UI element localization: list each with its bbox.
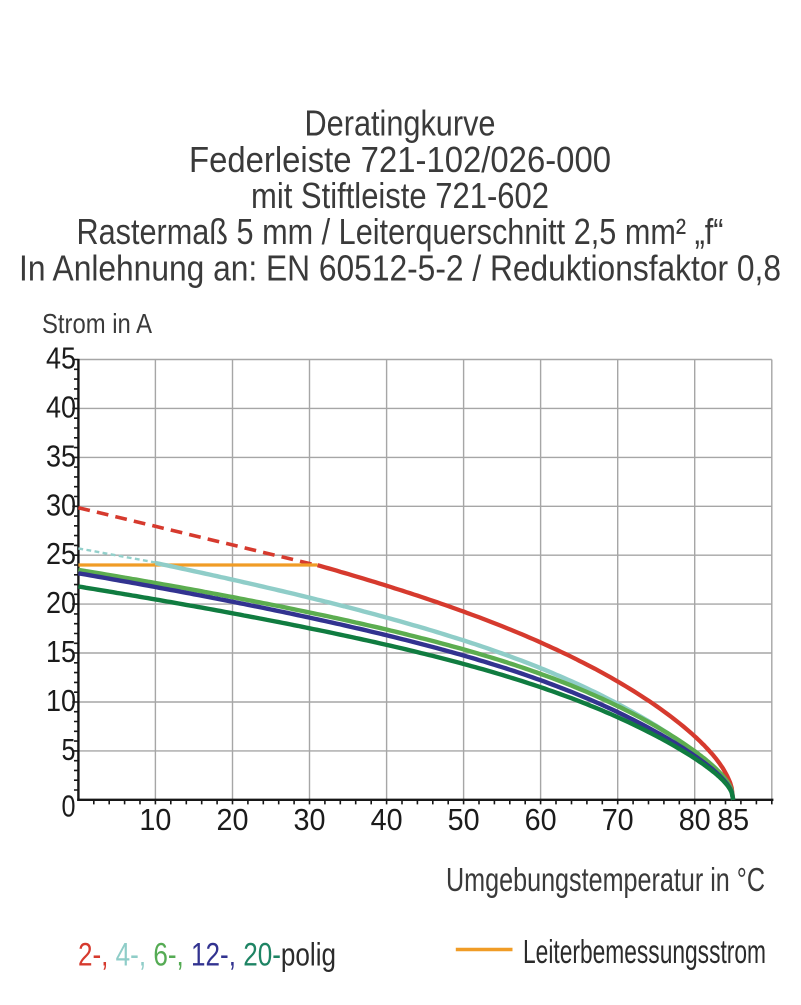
- svg-text:10: 10: [46, 683, 76, 718]
- svg-text:mit Stiftleiste 721-602: mit Stiftleiste 721-602: [251, 175, 549, 216]
- svg-text:50: 50: [448, 802, 480, 837]
- svg-text:In Anlehnung an: EN 60512-5-2: In Anlehnung an: EN 60512-5-2 / Reduktio…: [19, 248, 781, 289]
- svg-text:25: 25: [46, 536, 76, 571]
- svg-text:Strom in A: Strom in A: [42, 308, 152, 339]
- svg-text:5: 5: [62, 732, 76, 767]
- svg-text:80: 80: [679, 802, 711, 837]
- svg-text:35: 35: [46, 438, 76, 473]
- svg-text:20: 20: [46, 585, 76, 620]
- svg-text:20: 20: [217, 802, 249, 837]
- svg-text:30: 30: [294, 802, 326, 837]
- svg-text:Deratingkurve: Deratingkurve: [305, 103, 496, 144]
- svg-text:40: 40: [371, 802, 403, 837]
- svg-text:10: 10: [139, 802, 171, 837]
- svg-text:Umgebungstemperatur in °C: Umgebungstemperatur in °C: [446, 861, 765, 898]
- svg-text:Federleiste 721-102/026-000: Federleiste 721-102/026-000: [189, 139, 611, 180]
- svg-text:40: 40: [46, 389, 76, 424]
- svg-text:Rastermaß 5 mm / Leiterquersch: Rastermaß 5 mm / Leiterquerschnitt 2,5 m…: [77, 211, 724, 252]
- svg-text:85: 85: [717, 802, 749, 837]
- svg-text:45: 45: [46, 341, 76, 376]
- svg-text:Leiterbemessungsstrom: Leiterbemessungsstrom: [523, 933, 766, 970]
- svg-text:70: 70: [602, 802, 634, 837]
- svg-text:15: 15: [46, 634, 76, 669]
- svg-text:2-, 4-, 6-, 12-, 20-polig: 2-, 4-, 6-, 12-, 20-polig: [78, 937, 336, 973]
- svg-text:60: 60: [525, 802, 557, 837]
- svg-text:0: 0: [62, 789, 76, 824]
- svg-text:30: 30: [46, 487, 76, 522]
